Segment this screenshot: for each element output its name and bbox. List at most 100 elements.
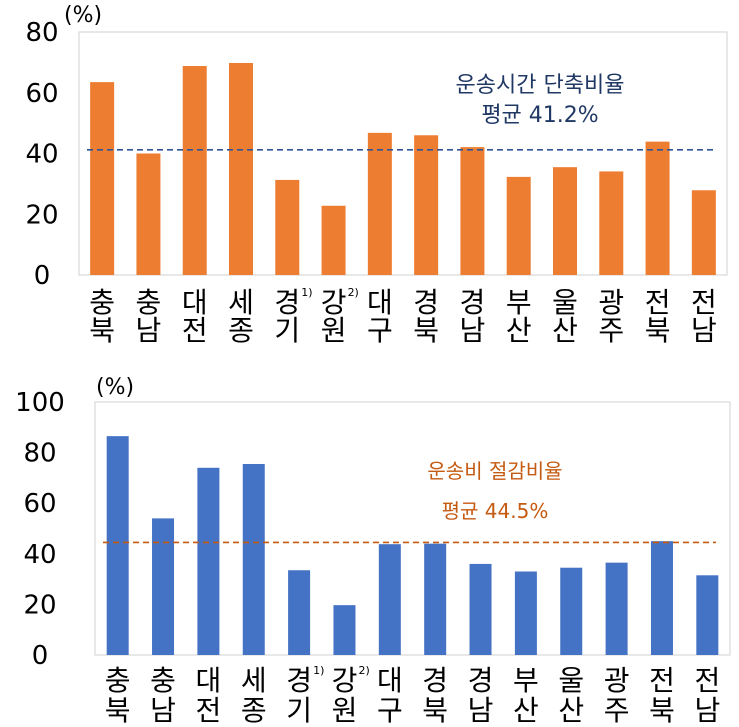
bar xyxy=(553,167,577,275)
category-label-bottom: 산 xyxy=(513,694,539,723)
category-label-bottom: 남 xyxy=(694,694,720,723)
category-label-top: 강 xyxy=(332,664,358,697)
annotation-average: 평균 41.2% xyxy=(481,103,598,128)
y-tick-label: 0 xyxy=(34,261,51,291)
category-label-top: 대 xyxy=(182,286,208,319)
bar xyxy=(469,563,492,655)
category-label-bottom: 산 xyxy=(558,694,584,723)
y-tick-label: 60 xyxy=(25,79,58,109)
category-label-bottom: 남 xyxy=(150,694,176,723)
category-label-top: 전 xyxy=(645,286,671,319)
category-label-top: 대 xyxy=(377,664,403,697)
category-label-top: 울 xyxy=(558,664,584,697)
plot-frame xyxy=(94,401,731,656)
category-label-top: 광 xyxy=(598,286,624,319)
category-label-top: 울 xyxy=(552,286,578,319)
category-label-top: 충 xyxy=(89,286,115,319)
y-tick-label: 20 xyxy=(25,200,58,230)
category-label-bottom: 북 xyxy=(105,694,131,723)
plot-frame xyxy=(78,31,728,276)
category-label-bottom: 원 xyxy=(332,694,358,723)
category-label-bottom: 남 xyxy=(691,314,717,347)
category-label-top: 경 xyxy=(413,286,439,319)
category-label-bottom: 산 xyxy=(552,314,578,347)
y-tick-label: 40 xyxy=(25,140,58,170)
category-label-bottom: 전 xyxy=(196,694,222,723)
category-label-bottom: 북 xyxy=(422,694,448,723)
bar xyxy=(460,147,485,275)
category-label-bottom: 종 xyxy=(241,694,267,723)
category-label-bottom: 기 xyxy=(274,314,300,347)
annotation-title: 운송비 절감비율 xyxy=(427,459,562,483)
y-tick-label: 100 xyxy=(15,388,65,418)
category-label-top: 충 xyxy=(105,664,131,697)
category-label-bottom: 주 xyxy=(604,694,630,723)
category-label-top: 경 xyxy=(460,286,486,319)
bar xyxy=(197,467,220,655)
bar xyxy=(90,82,115,276)
y-tick-label: 20 xyxy=(23,590,56,620)
unit-label: (%) xyxy=(64,3,102,28)
bar xyxy=(321,205,346,275)
category-label-bottom: 구 xyxy=(367,314,393,347)
bar xyxy=(599,171,624,275)
category-label-bottom: 기 xyxy=(286,694,312,723)
category-footnote-mark: 1) xyxy=(301,286,312,299)
category-label-top: 세 xyxy=(228,286,254,319)
category-label-top: 부 xyxy=(506,286,532,319)
category-label-top: 충 xyxy=(150,664,176,697)
category-label-top: 전 xyxy=(691,286,717,319)
bar xyxy=(182,66,207,276)
bar xyxy=(414,135,439,275)
bar xyxy=(506,176,531,275)
bar xyxy=(605,562,628,655)
category-label-bottom: 북 xyxy=(649,694,675,723)
bar xyxy=(275,179,300,275)
category-label-top: 부 xyxy=(513,664,539,697)
y-tick-label: 80 xyxy=(23,439,56,469)
bar xyxy=(650,541,673,655)
bar xyxy=(288,570,311,655)
category-label-bottom: 남 xyxy=(136,314,162,347)
category-label-bottom: 북 xyxy=(645,314,671,347)
bar xyxy=(367,132,392,275)
bar xyxy=(696,575,719,655)
category-label-top: 대 xyxy=(367,286,393,319)
category-label-top: 경 xyxy=(468,664,494,697)
category-label-bottom: 북 xyxy=(89,314,115,347)
category-label-top: 전 xyxy=(649,664,675,697)
category-label-bottom: 원 xyxy=(321,314,347,347)
category-label-top: 전 xyxy=(694,664,720,697)
bar xyxy=(560,567,583,655)
category-label-bottom: 구 xyxy=(377,694,403,723)
unit-label: (%) xyxy=(96,375,134,400)
category-label-bottom: 남 xyxy=(468,694,494,723)
category-label-bottom: 종 xyxy=(228,314,254,347)
bar xyxy=(645,141,670,275)
bar xyxy=(229,62,253,275)
category-label-top: 경 xyxy=(422,664,448,697)
category-label-bottom: 북 xyxy=(413,314,439,347)
category-label-bottom: 남 xyxy=(460,314,486,347)
category-label-bottom: 전 xyxy=(182,314,208,347)
y-tick-label: 0 xyxy=(32,641,49,671)
annotation-average: 평균 44.5% xyxy=(442,499,549,523)
annotation-title: 운송시간 단축비율 xyxy=(456,73,625,98)
bar xyxy=(152,518,175,655)
y-tick-label: 60 xyxy=(23,489,56,519)
category-label-top: 강 xyxy=(321,286,347,319)
bar xyxy=(514,571,537,655)
bar xyxy=(106,436,129,655)
category-label-top: 경 xyxy=(286,664,312,697)
category-label-top: 충 xyxy=(136,286,162,319)
category-label-bottom: 주 xyxy=(598,314,624,347)
bar xyxy=(333,605,356,655)
category-label-top: 세 xyxy=(241,664,267,697)
category-label-top: 광 xyxy=(604,664,630,697)
bar xyxy=(242,463,265,655)
category-footnote-mark: 2) xyxy=(358,664,369,677)
y-tick-label: 40 xyxy=(23,540,56,570)
